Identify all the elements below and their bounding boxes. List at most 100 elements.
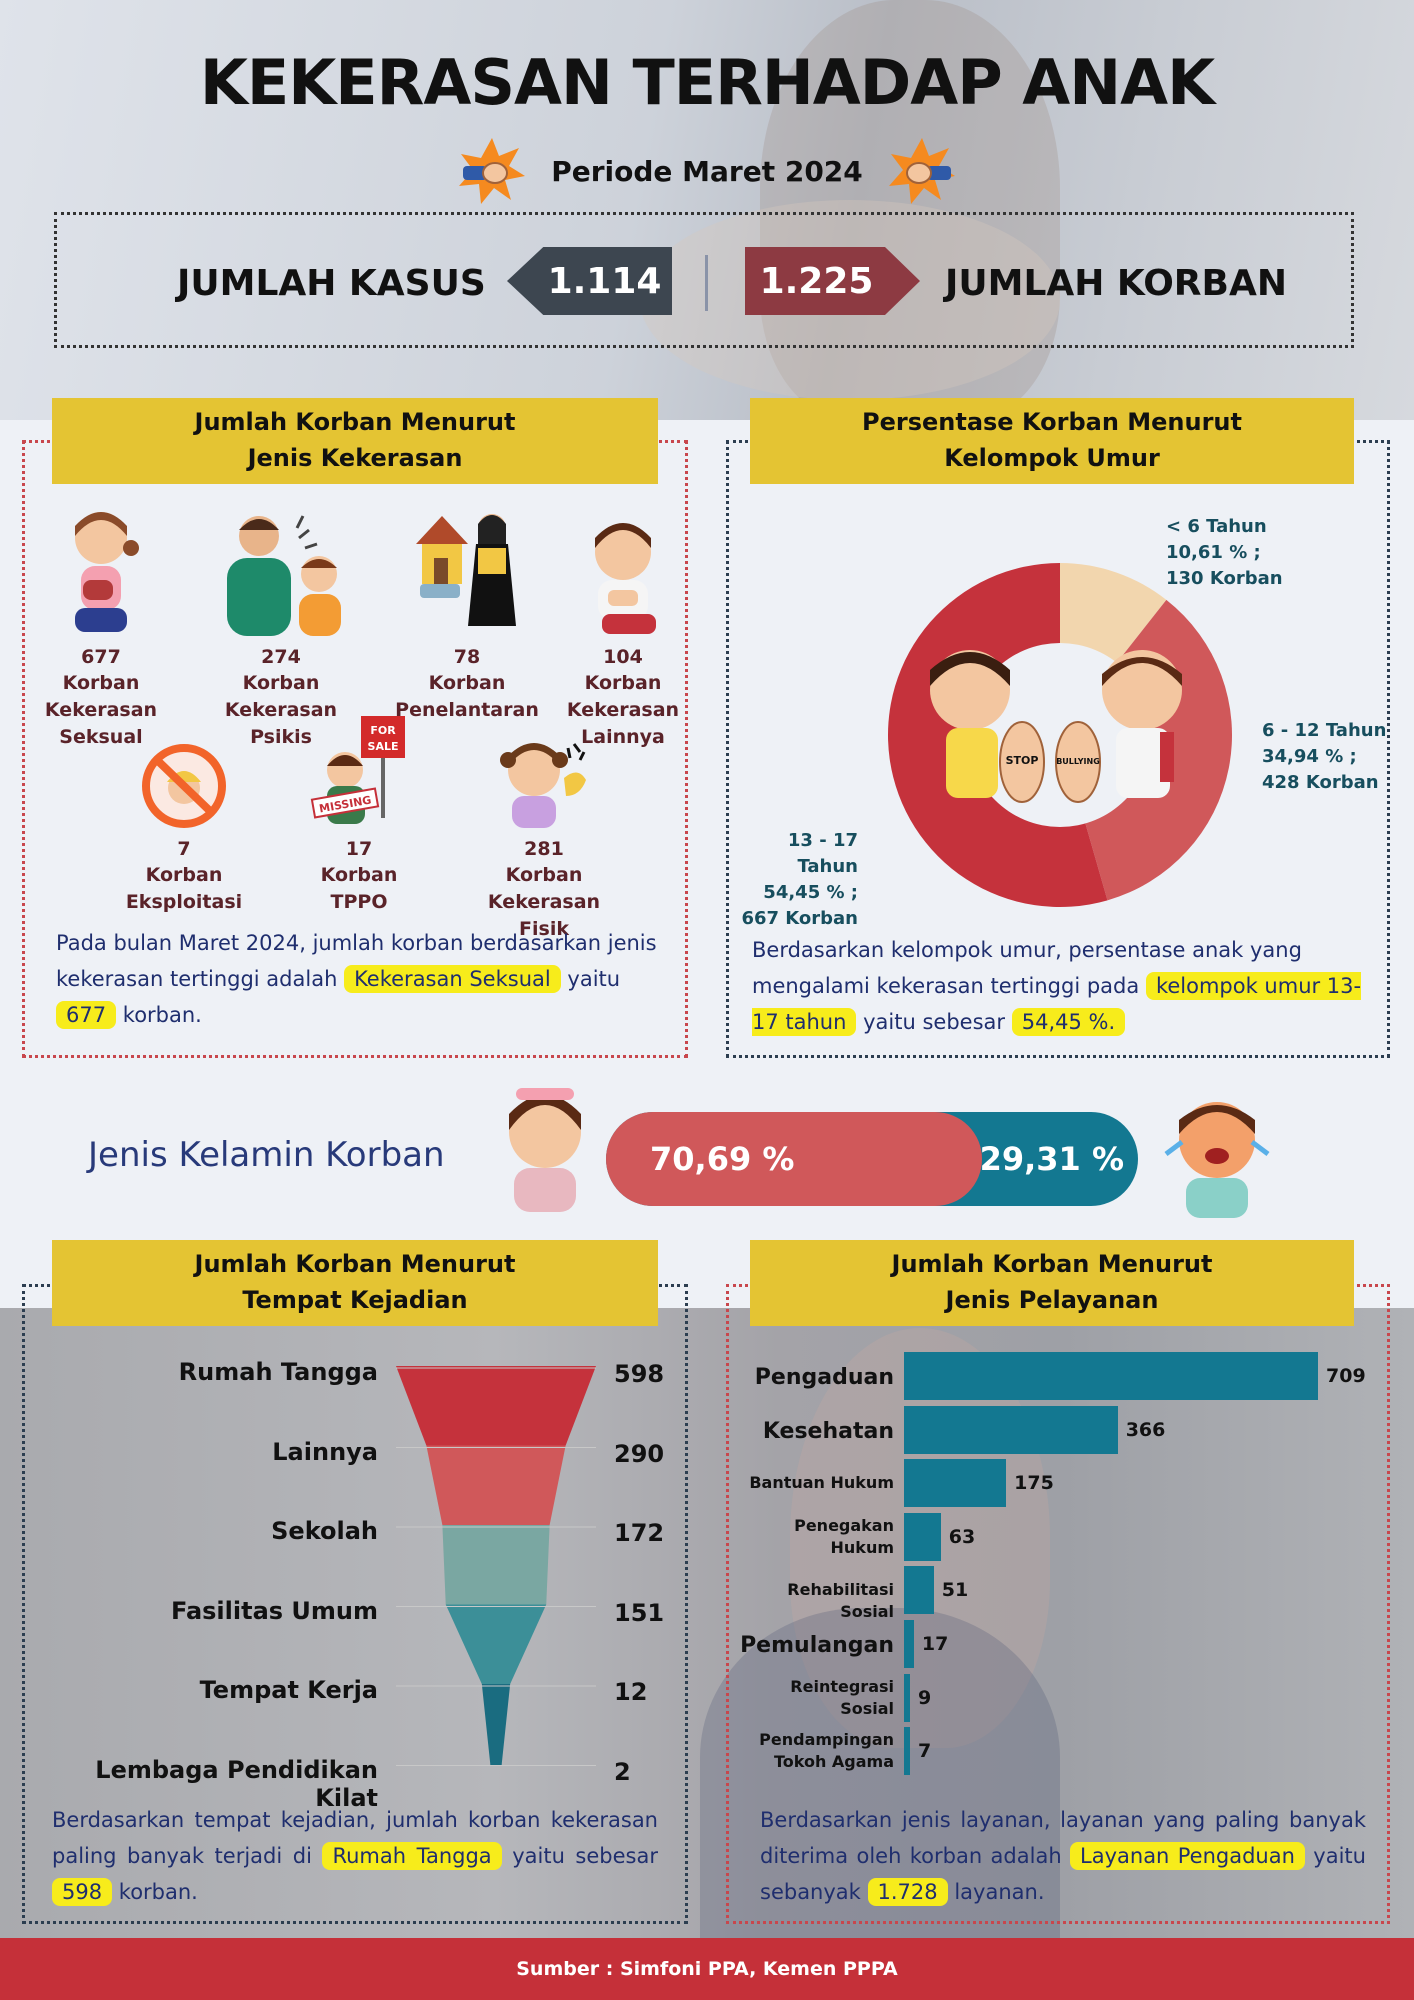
stop-text: STOP: [1006, 754, 1039, 767]
service-category-label: Kesehatan: [762, 1418, 894, 1444]
violence-label: Korban Kekerasan Psikis: [224, 672, 338, 748]
heading-line: Persentase Korban Menurut: [862, 408, 1242, 436]
heading-line: Jumlah Korban Menurut: [891, 1250, 1213, 1278]
violence-item-other: 104 Korban Kekerasan Lainnya: [548, 508, 698, 751]
funnel-category-label: Lembaga Pendidikan Kilat: [95, 1755, 378, 1812]
funnel-category-label: Sekolah: [271, 1517, 378, 1545]
violence-item-exploitation: 7 Korban Eksploitasi: [109, 742, 259, 916]
desc-text: yaitu sebesar: [512, 1844, 658, 1868]
violence-label: Korban Kekerasan Seksual: [44, 672, 158, 748]
gender-bar: 70,69 % 29,31 %: [606, 1112, 1138, 1206]
funnel-segment: [445, 1604, 547, 1684]
funnel-category-label: Fasilitas Umum: [170, 1596, 378, 1625]
service-bar: [904, 1566, 934, 1615]
violence-label: Korban Kekerasan Fisik: [487, 864, 601, 940]
service-category-label: Pendampingan Tokoh Agama: [759, 1730, 894, 1772]
service-category-label: Bantuan Hukum: [749, 1473, 894, 1493]
bullying-text: BULLYING: [1056, 757, 1100, 766]
shouting-parent-icon: [227, 515, 341, 636]
no-child-labor-icon: [142, 744, 226, 828]
service-value-label: 63: [948, 1525, 976, 1548]
age-panel-heading: Persentase Korban Menurut Kelompok Umur: [750, 398, 1354, 484]
crying-hit-girl-icon: [500, 743, 586, 828]
desc-text: Berdasarkan tempat kejadian, jumlah korb…: [52, 1808, 658, 1868]
service-category-label: Pemulangan: [740, 1633, 894, 1658]
funnel-segment: [426, 1445, 566, 1525]
page-title: KEKERASAN TERHADAP ANAK: [199, 46, 1215, 119]
gender-title: Jenis Kelamin Korban: [88, 1135, 445, 1175]
service-value-label: 175: [1014, 1472, 1054, 1495]
desc-text: Berdasarkan kelompok umur, persentase an…: [752, 938, 1302, 998]
service-value-label: 51: [941, 1579, 969, 1602]
violence-label: Korban Kekerasan Lainnya: [566, 672, 680, 748]
desc-text: korban.: [122, 1003, 202, 1027]
crying-boy-icon: [1164, 1102, 1270, 1218]
violence-label: Korban Penelantaran: [395, 672, 539, 721]
missing-child-icon: FOR SALE MISSING: [310, 716, 405, 824]
desc-text: yaitu sebesar: [863, 1010, 1006, 1034]
desc-text: Berdasarkan jenis layanan, layanan yang …: [760, 1808, 1366, 1868]
violence-panel-heading: Jumlah Korban Menurut Jenis Kekerasan: [52, 398, 658, 484]
heading-line: Jenis Kekerasan: [247, 444, 463, 472]
desc-highlight: Rumah Tangga: [322, 1842, 502, 1870]
desc-text: yaitu sebanyak: [760, 1844, 1366, 1904]
violence-label: Korban Eksploitasi: [125, 864, 243, 913]
crying-girl-icon: [75, 512, 139, 632]
funnel-value-label: 172: [614, 1519, 665, 1547]
violence-item-physical: 281 Korban Kekerasan Fisik: [469, 730, 619, 943]
period-row: Periode Maret 2024: [0, 136, 1414, 206]
service-category-label: Reintegrasi Sosial: [790, 1676, 894, 1718]
violence-item-psychological: 274 Korban Kekerasan Psikis: [206, 508, 356, 751]
bottom-background: [0, 1308, 1414, 1940]
background-photo-child: [760, 0, 1060, 420]
violence-item-sexual: 677 Korban Kekerasan Seksual: [26, 508, 176, 751]
desc-highlight: 1.728: [867, 1878, 948, 1906]
desc-highlight: Layanan Pengaduan: [1070, 1842, 1305, 1870]
place-panel-heading: Jumlah Korban Menurut Tempat Kejadian: [52, 1240, 658, 1326]
funnel-category-label: Tempat Kerja: [199, 1676, 378, 1704]
victims-value: 1.225: [745, 247, 920, 315]
crying-girl-icon: [509, 1088, 581, 1212]
place-funnel-chart: [396, 1366, 596, 1766]
age-label-under6: < 6 Tahun 10,61 % ; 130 Korban: [1166, 516, 1283, 589]
for-sale-text: SALE: [368, 740, 399, 753]
heading-line: Tempat Kejadian: [242, 1286, 468, 1314]
age-label-13-17: 13 - 17 Tahun 54,45 % ; 667 Korban: [741, 830, 858, 929]
funnel-value-label: 2: [614, 1757, 631, 1786]
desc-highlight: 677: [56, 1001, 117, 1029]
funnel-value-label: 151: [614, 1598, 665, 1627]
period-label: Periode Maret 2024: [551, 154, 863, 188]
service-category-label: Rehabilitasi Sosial: [787, 1580, 894, 1622]
violence-label: Korban TPPO: [320, 864, 398, 913]
violence-item-trafficking: FOR SALE MISSING 17 Korban TPPO: [284, 716, 434, 916]
desc-text: yaitu: [567, 967, 621, 991]
violence-value: 7: [177, 838, 191, 860]
service-panel-heading: Jumlah Korban Menurut Jenis Pelayanan: [750, 1240, 1354, 1326]
service-bar: [904, 1512, 941, 1561]
violence-value: 17: [345, 838, 373, 860]
age-donut-chart: STOP BULLYING: [888, 563, 1233, 907]
funnel-segment: [481, 1684, 511, 1764]
kpi-divider: [705, 255, 708, 311]
violence-value: 274: [261, 646, 301, 668]
desc-highlight: Kekerasan Seksual: [344, 965, 561, 993]
service-bar: [904, 1405, 1118, 1454]
service-bar: [904, 1673, 910, 1722]
kpi-box: JUMLAH KASUS 1.114 1.225 JUMLAH KORBAN: [54, 212, 1354, 348]
service-bar: [904, 1459, 1007, 1508]
funnel-segment: [396, 1366, 596, 1446]
cases-label: JUMLAH KASUS: [177, 263, 486, 304]
stop-bullying-kids-icon: STOP BULLYING: [930, 650, 1182, 803]
victims-label: JUMLAH KORBAN: [945, 263, 1287, 304]
violence-value: 281: [524, 838, 564, 860]
gender-bar-female: [606, 1112, 983, 1206]
heading-line: Kelompok Umur: [944, 444, 1160, 472]
service-bar-chart: 709 Pengaduan 366 Kesehatan 175 Bantuan Hukum…: [730, 1352, 1380, 1782]
service-description: Berdasarkan jenis layanan, layanan yang …: [760, 1802, 1366, 1910]
service-bar: [904, 1352, 1318, 1400]
cases-value: 1.114: [507, 247, 672, 315]
funnel-segment: [442, 1525, 550, 1605]
funnel-category-label: Lainnya: [272, 1437, 378, 1466]
punch-icon: [888, 138, 955, 204]
violence-value: 78: [453, 646, 481, 668]
